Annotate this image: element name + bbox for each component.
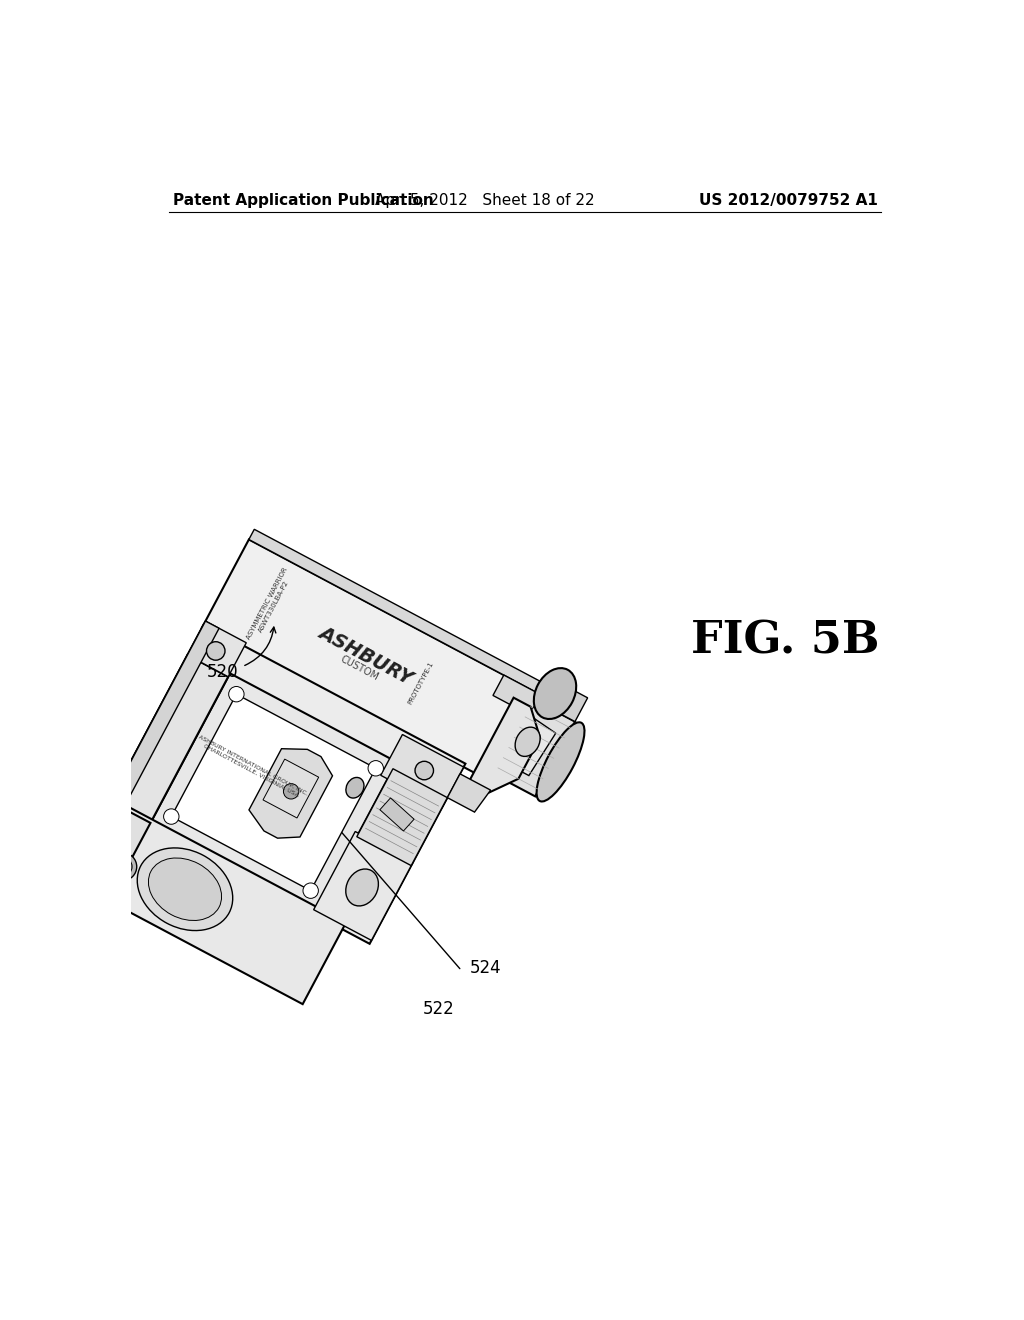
Text: FIG. 5B: FIG. 5B — [691, 619, 880, 663]
Text: ASHBURY INTERNATIONAL GROUP, INC.
CHARLOTTESVILLE, VIRGINIA, USA: ASHBURY INTERNATIONAL GROUP, INC. CHARLO… — [196, 734, 309, 801]
Circle shape — [207, 642, 225, 660]
Text: US 2012/0079752 A1: US 2012/0079752 A1 — [698, 193, 878, 209]
Polygon shape — [495, 700, 575, 796]
Text: 522: 522 — [423, 1001, 455, 1018]
Polygon shape — [249, 529, 543, 693]
Text: Patent Application Publication: Patent Application Publication — [173, 193, 433, 209]
Text: CUSTOM: CUSTOM — [338, 653, 380, 682]
Circle shape — [86, 869, 104, 887]
Ellipse shape — [346, 869, 379, 906]
Polygon shape — [151, 673, 396, 912]
Ellipse shape — [164, 809, 179, 824]
Ellipse shape — [228, 686, 244, 702]
Ellipse shape — [346, 777, 364, 799]
Polygon shape — [108, 624, 466, 944]
Circle shape — [81, 865, 109, 892]
Polygon shape — [313, 832, 413, 940]
Circle shape — [284, 784, 299, 799]
Ellipse shape — [534, 668, 577, 719]
Circle shape — [109, 853, 137, 880]
Polygon shape — [380, 797, 414, 832]
Circle shape — [415, 762, 433, 780]
Ellipse shape — [515, 727, 540, 756]
Polygon shape — [538, 678, 588, 722]
Polygon shape — [447, 774, 490, 812]
Ellipse shape — [148, 858, 221, 920]
Polygon shape — [381, 734, 464, 808]
Text: ASYMMETRIC WARRIOR
ASWT330LBA-P2: ASYMMETRIC WARRIOR ASWT330LBA-P2 — [246, 566, 295, 644]
Text: PROTOTYPE-1: PROTOTYPE-1 — [408, 661, 435, 706]
Ellipse shape — [137, 847, 232, 931]
Polygon shape — [467, 698, 540, 795]
Polygon shape — [249, 748, 333, 838]
Ellipse shape — [537, 722, 585, 801]
Polygon shape — [69, 622, 219, 887]
Polygon shape — [356, 768, 447, 866]
Polygon shape — [69, 801, 151, 902]
Ellipse shape — [368, 760, 383, 776]
Polygon shape — [263, 759, 318, 818]
Polygon shape — [493, 675, 545, 714]
Text: 524: 524 — [469, 960, 501, 977]
Polygon shape — [187, 622, 247, 677]
Ellipse shape — [303, 883, 318, 899]
Polygon shape — [202, 540, 538, 781]
Circle shape — [114, 858, 132, 876]
Text: 520: 520 — [207, 663, 239, 681]
Polygon shape — [69, 797, 346, 1005]
Text: ASHBURY: ASHBURY — [315, 623, 416, 689]
Polygon shape — [110, 655, 228, 822]
Polygon shape — [495, 710, 556, 776]
Polygon shape — [171, 694, 376, 891]
Text: Apr. 5, 2012   Sheet 18 of 22: Apr. 5, 2012 Sheet 18 of 22 — [375, 193, 595, 209]
